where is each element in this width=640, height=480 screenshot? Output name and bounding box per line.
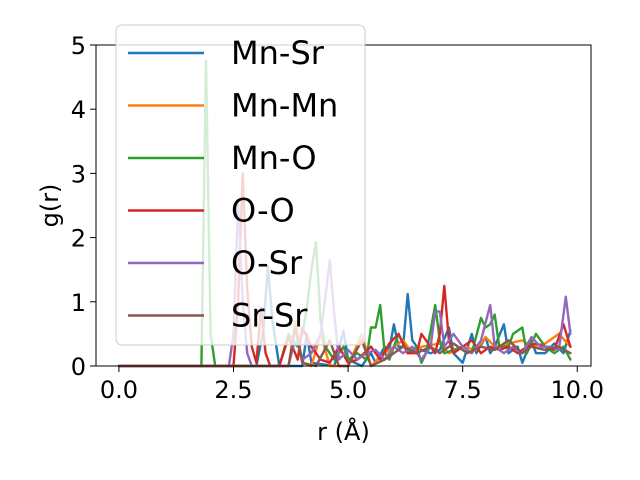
y-tick-label: 1 xyxy=(71,289,86,317)
legend-label: O-O xyxy=(231,192,295,230)
legend-label: Mn-O xyxy=(231,139,317,177)
legend-label: O-Sr xyxy=(231,244,303,282)
legend-label: Mn-Sr xyxy=(231,34,325,72)
series-line-sr-sr xyxy=(117,326,572,368)
y-tick-label: 4 xyxy=(71,96,86,124)
x-axis: 0.0 2.5 5.0 7.5 10.0 xyxy=(100,366,604,404)
legend: Mn-Sr Mn-Mn Mn-O O-O O-Sr Sr-Sr xyxy=(115,24,366,346)
x-tick-label: 0.0 xyxy=(100,376,138,404)
y-axis: 0 1 2 3 4 5 xyxy=(71,32,96,381)
y-tick-label: 2 xyxy=(71,225,86,253)
y-tick-label: 5 xyxy=(71,32,86,60)
x-tick-label: 10.0 xyxy=(551,376,604,404)
x-tick-label: 7.5 xyxy=(444,376,482,404)
x-tick-label: 5.0 xyxy=(329,376,367,404)
y-tick-label: 0 xyxy=(71,353,86,381)
legend-label: Sr-Sr xyxy=(231,297,308,335)
legend-label: Mn-Mn xyxy=(231,87,338,125)
y-tick-label: 3 xyxy=(71,160,86,188)
x-axis-label: r (Å) xyxy=(317,417,370,446)
x-tick-label: 2.5 xyxy=(214,376,252,404)
y-axis-label: g(r) xyxy=(36,184,64,228)
